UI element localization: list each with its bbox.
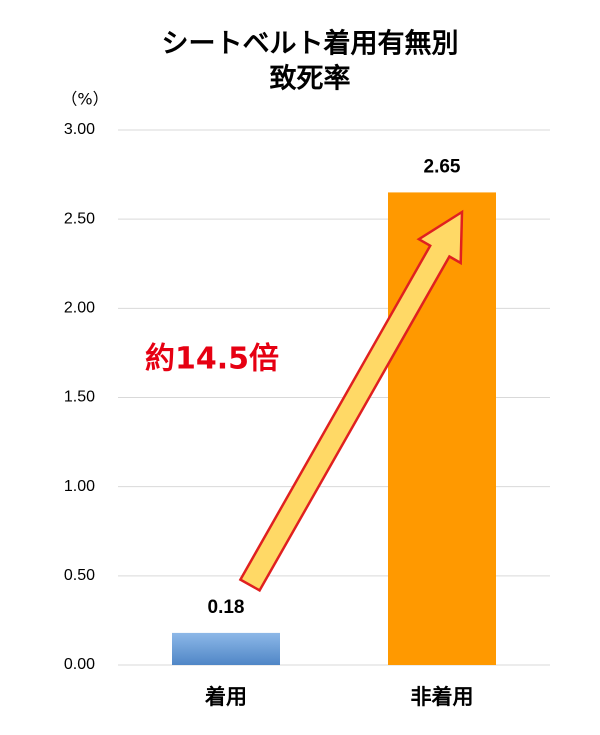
y-tick-label: 2.00	[64, 300, 95, 317]
chart-title: シートベルト着用有無別	[162, 28, 459, 60]
annotation: 約14.5倍	[145, 342, 279, 377]
x-tick-label: 着用	[204, 685, 247, 709]
chart-subtitle: 致死率	[270, 63, 351, 95]
y-axis-label: （%）	[61, 90, 108, 109]
data-label: 2.65	[424, 156, 461, 177]
bar	[172, 632, 280, 665]
x-tick-label: 非着用	[411, 685, 474, 709]
plot-area: 0.00 0.50 1.00 1.50 2.00 2.50 3.00 着用 0.18 非着用 2.6…	[64, 121, 550, 709]
arrow	[238, 209, 464, 593]
y-tick-label: 3.00	[64, 121, 95, 138]
y-tick-label: 0.00	[64, 656, 95, 673]
y-tick-label: 0.50	[64, 567, 95, 584]
data-label: 0.18	[208, 597, 245, 618]
y-tick-label: 2.50	[64, 210, 95, 227]
y-tick-label: 1.50	[64, 389, 95, 406]
y-tick-label: 1.00	[64, 478, 95, 495]
